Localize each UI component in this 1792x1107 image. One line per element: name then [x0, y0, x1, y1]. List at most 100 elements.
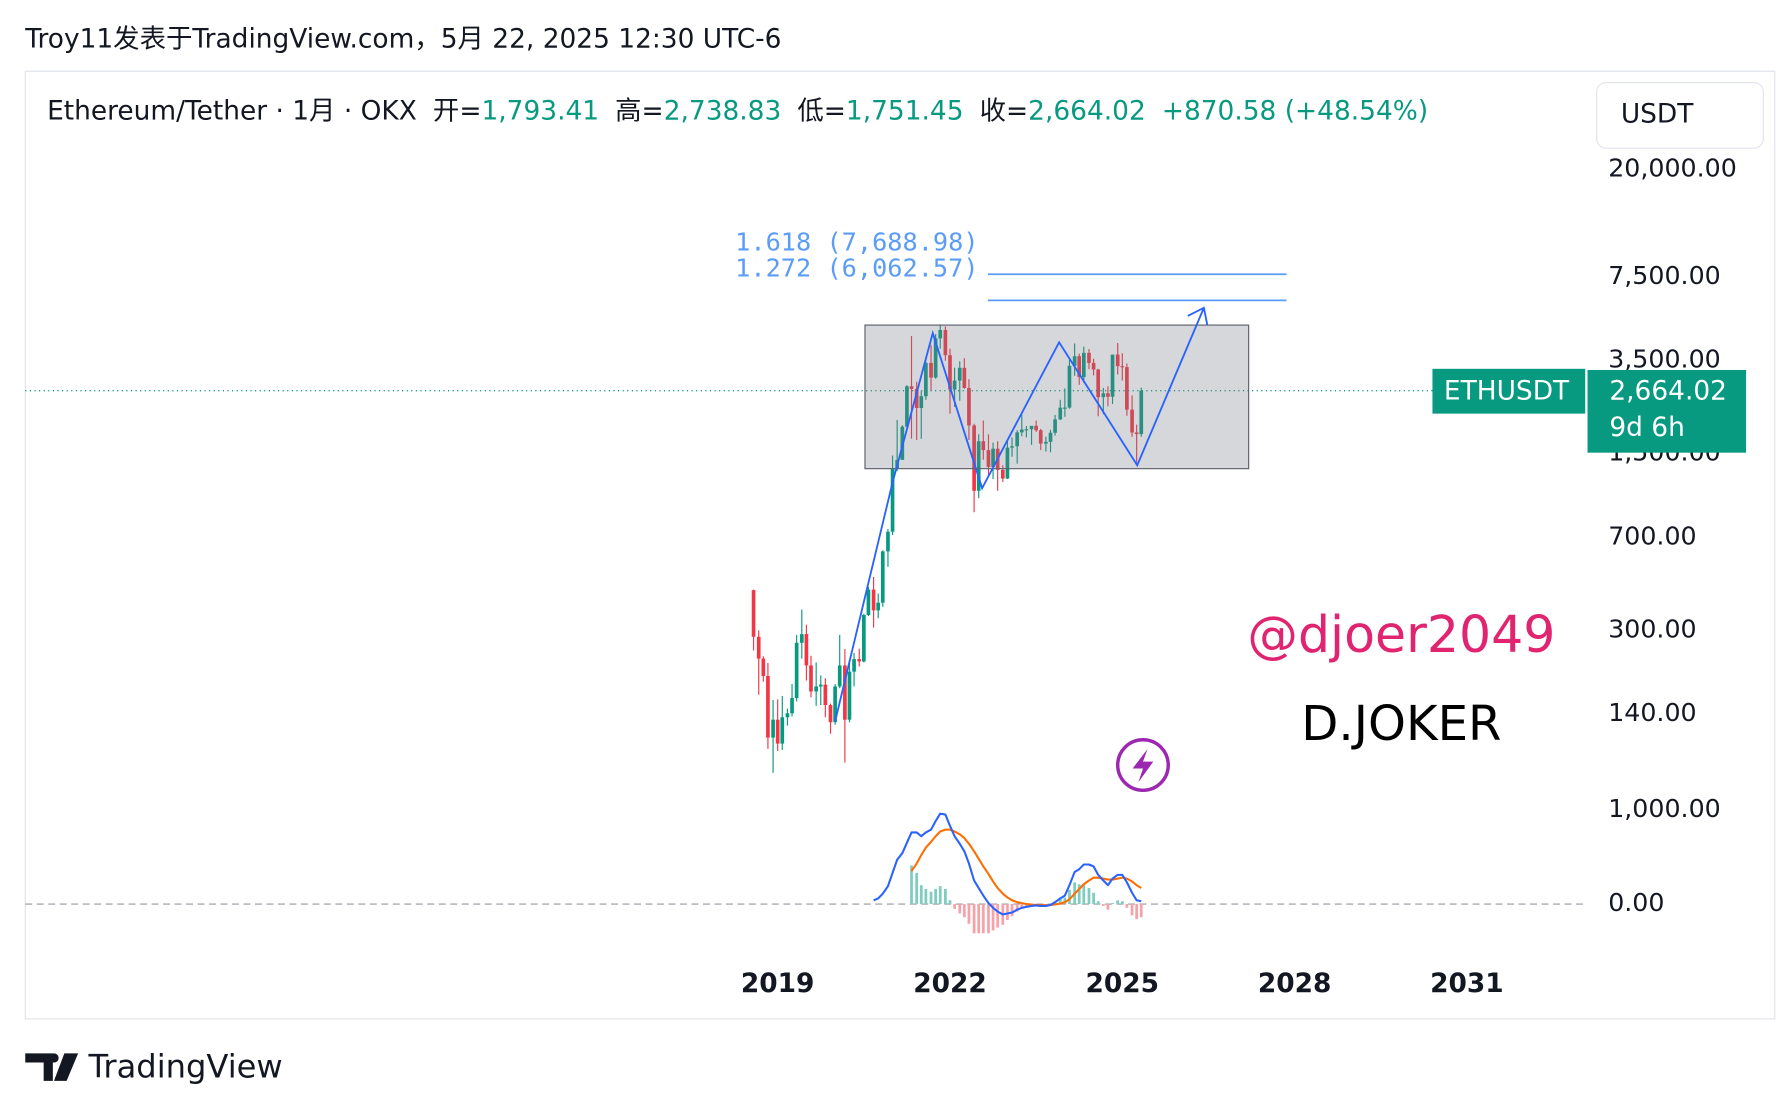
candle-body — [909, 386, 914, 389]
y-tick-label: 0.00 — [1608, 888, 1664, 917]
histogram-bar — [977, 904, 981, 934]
candle-body — [1058, 407, 1063, 420]
candle-body — [1063, 407, 1067, 409]
histogram-bar — [1135, 904, 1139, 920]
histogram-bar — [934, 888, 938, 905]
candle-body — [837, 665, 842, 687]
histogram-bar — [1082, 884, 1086, 905]
candle-body — [794, 642, 799, 699]
histogram-bar — [1006, 904, 1009, 921]
candle-body — [756, 636, 761, 659]
price-tag-label: 2,664.02 — [1609, 375, 1727, 406]
histogram-bar — [1077, 884, 1081, 905]
histogram-bar — [1010, 904, 1014, 917]
candle-body — [1024, 429, 1029, 431]
candle-body — [1019, 429, 1024, 433]
histogram-bar — [1139, 904, 1143, 918]
candle-body — [775, 719, 780, 744]
histogram-bar — [1101, 904, 1105, 906]
histogram-bar — [1015, 904, 1019, 912]
histogram-bar — [929, 891, 933, 905]
alert-bolt — [1132, 748, 1154, 783]
candle-body — [814, 686, 819, 692]
candle-body — [976, 441, 981, 491]
candle-body — [1077, 356, 1082, 378]
candle-body — [991, 448, 995, 467]
candle-body — [1139, 390, 1144, 435]
close: 2,664.02 — [1028, 95, 1146, 126]
y-tick-label: 1,000.00 — [1608, 794, 1721, 823]
candle-body — [962, 367, 967, 388]
candle-body — [981, 441, 986, 451]
candle-body — [914, 388, 919, 408]
histogram-bar — [1116, 900, 1120, 905]
chart-frame — [24, 70, 1776, 1020]
candle-body — [1087, 352, 1091, 363]
histogram-bar — [972, 904, 976, 934]
candle-body — [1044, 441, 1048, 444]
candle-body — [1038, 430, 1043, 444]
histogram-bar — [1058, 898, 1062, 905]
candle-body — [1130, 409, 1134, 433]
currency-button[interactable] — [1596, 82, 1764, 149]
candle-body — [924, 362, 928, 397]
low: 1,751.45 — [846, 95, 964, 126]
open-label: 开= — [433, 95, 482, 126]
candle-body — [804, 634, 809, 666]
histogram-bar — [987, 904, 990, 934]
candle-body — [1115, 354, 1120, 367]
arrow-head — [1187, 306, 1209, 326]
candle-body — [886, 531, 890, 552]
fib-label: 1.272 (6,062.57) — [735, 253, 978, 282]
histogram-bar — [967, 904, 971, 924]
symbol-tag — [1432, 368, 1586, 414]
candle-body — [1125, 367, 1129, 410]
candle-body — [833, 686, 837, 723]
x-tick-label: 2031 — [1430, 968, 1504, 999]
candle-body — [1072, 356, 1077, 366]
candle-body — [799, 634, 804, 643]
candle-body — [1005, 447, 1010, 479]
candle-body — [809, 665, 813, 692]
y-tick-label: 140.00 — [1608, 698, 1696, 727]
candle-body — [790, 698, 794, 714]
plot-layer: 2019 2022 2025 2028 2031 20,000.00 7,500.00 3,5… — [25, 153, 1737, 999]
candle-body — [1081, 352, 1086, 378]
histogram-bar — [948, 900, 952, 905]
x-tick-label: 2025 — [1086, 968, 1160, 999]
candle-body — [843, 665, 847, 720]
histogram-bar — [996, 904, 1000, 928]
histogram-bar — [958, 904, 962, 914]
candle-body — [818, 684, 823, 687]
y-tick-label: 3,500.00 — [1608, 345, 1721, 374]
histogram-bar — [1025, 904, 1028, 907]
candle-body — [943, 329, 948, 356]
candle-body — [986, 450, 991, 467]
low-label: 低= — [797, 95, 846, 126]
legend: Ethereum/Tether · 1月 · OKX 开=1,793.41 高=2,… — [47, 95, 1428, 126]
candle-body — [957, 367, 962, 381]
candle-body — [1120, 366, 1125, 368]
high: 2,738.83 — [664, 95, 782, 126]
candle-body — [857, 659, 862, 662]
histogram-bar — [944, 888, 947, 905]
symbol: Ethereum/Tether · 1月 · OKX — [47, 95, 417, 126]
candle-body — [1010, 446, 1014, 448]
candle-body — [880, 551, 885, 603]
x-tick-label: 2028 — [1258, 968, 1332, 999]
candle-body — [890, 468, 895, 532]
close-label: 收= — [980, 95, 1029, 126]
currency[interactable]: USDT — [1621, 98, 1694, 129]
candle-body — [876, 602, 881, 611]
candle-body — [1015, 432, 1020, 447]
y-tick-label: 20,000.00 — [1608, 153, 1737, 182]
candle-body — [952, 380, 957, 390]
histogram-bar — [1120, 901, 1124, 905]
histogram-bar — [953, 904, 956, 909]
tradingview-logo — [25, 1053, 79, 1081]
histogram-bar — [1130, 904, 1134, 916]
candle-body — [948, 355, 952, 390]
candle-body — [852, 659, 856, 672]
candle-body — [823, 684, 828, 706]
